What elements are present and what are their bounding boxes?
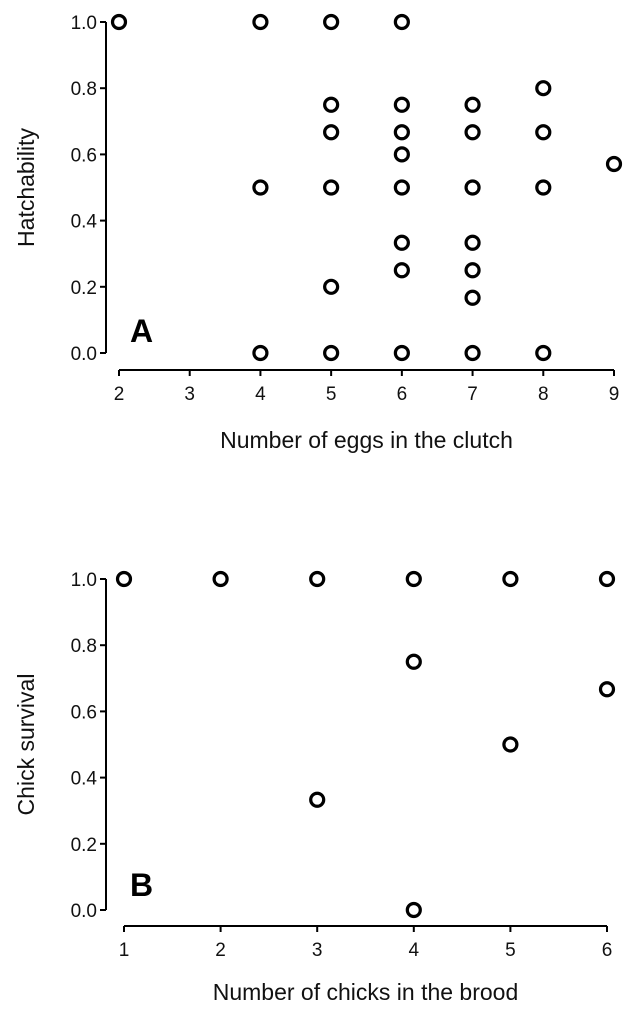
data-point xyxy=(309,570,326,588)
x-axis-title: Number of eggs in the clutch xyxy=(220,427,513,453)
x-tick-label: 6 xyxy=(397,384,408,405)
y-tick-label: 0.2 xyxy=(71,278,97,299)
data-point xyxy=(323,278,340,295)
data-point xyxy=(598,681,616,698)
data-point xyxy=(115,570,133,588)
panel-label: A xyxy=(130,313,153,349)
data-point xyxy=(252,344,269,362)
data-point xyxy=(535,80,552,97)
panel-label: B xyxy=(130,867,153,903)
data-point xyxy=(393,96,410,113)
data-point xyxy=(393,124,410,141)
data-point xyxy=(393,13,410,31)
x-tick-label: 7 xyxy=(467,384,478,405)
x-tick-label: 3 xyxy=(184,384,195,405)
x-tick-label: 4 xyxy=(409,940,420,961)
x-tick-label: 5 xyxy=(326,384,337,405)
data-point xyxy=(405,653,422,670)
y-axis-title: Hatchability xyxy=(13,128,39,247)
data-point xyxy=(464,262,481,279)
y-tick-label: 0.4 xyxy=(71,769,98,790)
data-point xyxy=(605,155,623,173)
data-point xyxy=(393,344,410,362)
data-point xyxy=(393,146,410,163)
y-tick-label: 0.2 xyxy=(71,835,97,856)
x-axis-title: Number of chicks in the brood xyxy=(213,979,519,1005)
data-point xyxy=(393,234,410,251)
y-tick-label: 0.4 xyxy=(71,212,98,233)
data-point xyxy=(535,179,552,196)
x-tick-label: 1 xyxy=(119,940,130,961)
data-point xyxy=(464,344,481,362)
y-tick-label: 1.0 xyxy=(71,13,97,34)
y-tick-label: 1.0 xyxy=(71,570,97,591)
y-tick-label: 0.6 xyxy=(71,702,97,723)
x-tick-label: 6 xyxy=(602,940,613,961)
data-point xyxy=(464,179,481,196)
data-point xyxy=(212,570,229,588)
data-point xyxy=(323,13,340,31)
data-point xyxy=(535,124,552,141)
y-tick-label: 0.8 xyxy=(71,636,97,657)
data-point xyxy=(464,289,481,306)
y-tick-label: 0.8 xyxy=(71,79,97,100)
data-point xyxy=(405,570,422,588)
data-point xyxy=(252,179,269,196)
data-point xyxy=(405,901,422,919)
data-point xyxy=(535,344,552,362)
data-point xyxy=(393,179,410,196)
data-point xyxy=(598,570,616,588)
y-axis-title: Chick survival xyxy=(13,674,39,816)
x-tick-label: 2 xyxy=(215,940,226,961)
data-point xyxy=(252,13,269,31)
data-point xyxy=(323,344,340,362)
y-tick-label: 0.6 xyxy=(71,145,97,166)
data-point xyxy=(309,791,326,808)
x-tick-label: 3 xyxy=(312,940,323,961)
data-point xyxy=(323,179,340,196)
data-point xyxy=(110,13,128,31)
x-tick-label: 4 xyxy=(255,384,266,405)
data-point xyxy=(323,124,340,141)
x-tick-label: 8 xyxy=(538,384,549,405)
x-tick-label: 2 xyxy=(114,384,125,405)
data-point xyxy=(323,96,340,113)
chart-panel-A: 0.0 0.2 0.4 0.6 0.8 1.0 2 3 4 5 6 7 8 9 Number of eggs… xyxy=(13,13,623,453)
data-point xyxy=(464,96,481,113)
y-tick-label: 0.0 xyxy=(71,344,97,365)
chart-panel-B: 0.0 0.2 0.4 0.6 0.8 1.0 1 2 3 4 5 6 Number of chicks… xyxy=(13,570,616,1005)
y-tick-label: 0.0 xyxy=(71,901,97,922)
data-point xyxy=(393,262,410,279)
data-point xyxy=(464,234,481,251)
data-point xyxy=(502,570,519,588)
x-tick-label: 5 xyxy=(505,940,516,961)
data-point xyxy=(502,736,519,753)
x-tick-label: 9 xyxy=(609,384,620,405)
data-point xyxy=(464,124,481,141)
